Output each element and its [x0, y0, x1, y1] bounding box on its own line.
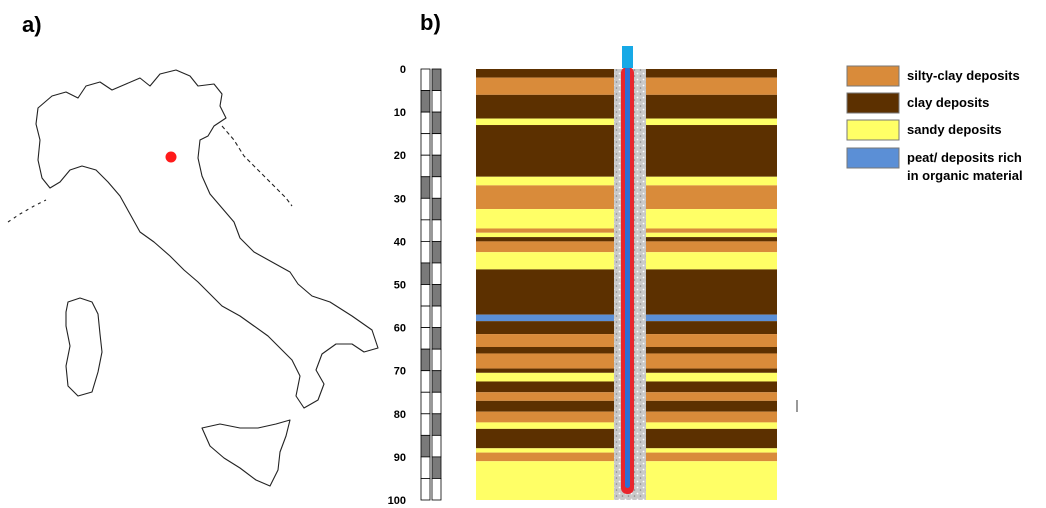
- depth-scale-segment: [420, 262, 431, 285]
- depth-scale-segment: [431, 111, 442, 135]
- panel-b-label: b): [420, 10, 441, 35]
- panel-a-label: a): [22, 12, 42, 37]
- depth-scale-segment: [431, 240, 442, 264]
- depth-scale-segment: [431, 434, 442, 458]
- depth-scale-segment: [420, 154, 431, 178]
- depth-tick-label: 90: [394, 452, 406, 464]
- legend-swatch-silty_clay: [846, 65, 900, 87]
- depth-scale: [420, 68, 442, 501]
- depth-scale-segment: [420, 370, 431, 393]
- depth-scale-segment: [431, 197, 442, 221]
- sardinia-outline: [65, 297, 103, 397]
- depth-tick-label: 60: [394, 323, 406, 335]
- depth-tick-label: 20: [394, 150, 406, 162]
- depth-scale-segment: [431, 413, 442, 436]
- depth-scale-segment: [431, 391, 442, 415]
- legend-swatch-sandy: [846, 119, 900, 141]
- depth-scale-segment: [431, 327, 442, 350]
- borehole: [614, 46, 646, 500]
- depth-scale-segment: [420, 111, 431, 135]
- depth-scale-segment: [431, 262, 442, 285]
- depth-scale-segment: [431, 370, 442, 393]
- borehole-pipe-inner: [625, 67, 630, 488]
- depth-scale-segment: [431, 305, 442, 328]
- depth-scale-segment: [420, 284, 431, 307]
- depth-tick-label: 50: [394, 280, 406, 292]
- borehole-pipe-top: [622, 46, 633, 68]
- depth-scale-segment: [431, 90, 442, 113]
- depth-scale-segment: [420, 219, 431, 242]
- legend-label: sandy deposits: [907, 122, 1002, 137]
- depth-tick-label: 10: [394, 107, 406, 119]
- depth-scale-segment: [420, 478, 431, 501]
- depth-scale-segment: [420, 348, 431, 372]
- depth-tick-label: 0: [400, 64, 406, 76]
- depth-scale-segment: [420, 68, 431, 91]
- depth-scale-segment: [431, 154, 442, 178]
- depth-scale-segment: [431, 219, 442, 242]
- legend-label: clay deposits: [907, 95, 989, 110]
- depth-tick-label: 40: [394, 236, 406, 248]
- depth-scale-segment: [420, 391, 431, 415]
- depth-tick-labels: 0 10 20 30 40 50 60 70 80 90 100: [388, 64, 406, 507]
- depth-scale-segment: [420, 434, 431, 458]
- legend-label: peat/ deposits rich: [907, 150, 1022, 165]
- depth-scale-segment: [420, 456, 431, 479]
- depth-scale-segment: [420, 176, 431, 199]
- depth-scale-segment: [431, 456, 442, 479]
- italy-mainland-outline: [35, 69, 379, 409]
- depth-tick-label: 80: [394, 409, 406, 421]
- legend: silty-clay deposits clay deposits sandy de…: [846, 65, 1023, 183]
- depth-tick-label: 100: [388, 495, 406, 507]
- depth-scale-segment: [420, 133, 431, 156]
- legend-swatch-clay: [846, 92, 900, 114]
- legend-label: in organic material: [907, 168, 1023, 183]
- depth-scale-segment: [420, 305, 431, 328]
- depth-tick-label: 30: [394, 193, 406, 205]
- depth-tick-label: 70: [394, 366, 406, 378]
- depth-scale-segment: [420, 197, 431, 221]
- depth-scale-segment: [431, 348, 442, 372]
- location-marker: [165, 151, 177, 163]
- sicily-outline: [201, 419, 291, 487]
- legend-swatch-peat: [846, 147, 900, 169]
- depth-scale-segment: [431, 478, 442, 501]
- italy-map: [7, 69, 379, 487]
- legend-label: silty-clay deposits: [907, 68, 1020, 83]
- depth-scale-segment: [431, 176, 442, 199]
- depth-scale-segment: [420, 327, 431, 350]
- depth-scale-segment: [420, 413, 431, 436]
- depth-scale-segment: [431, 284, 442, 307]
- depth-scale-segment: [420, 90, 431, 113]
- west-coast-line: [7, 199, 47, 223]
- depth-scale-segment: [431, 133, 442, 156]
- depth-scale-segment: [431, 68, 442, 91]
- depth-scale-segment: [420, 240, 431, 264]
- istria-coast: [221, 125, 293, 207]
